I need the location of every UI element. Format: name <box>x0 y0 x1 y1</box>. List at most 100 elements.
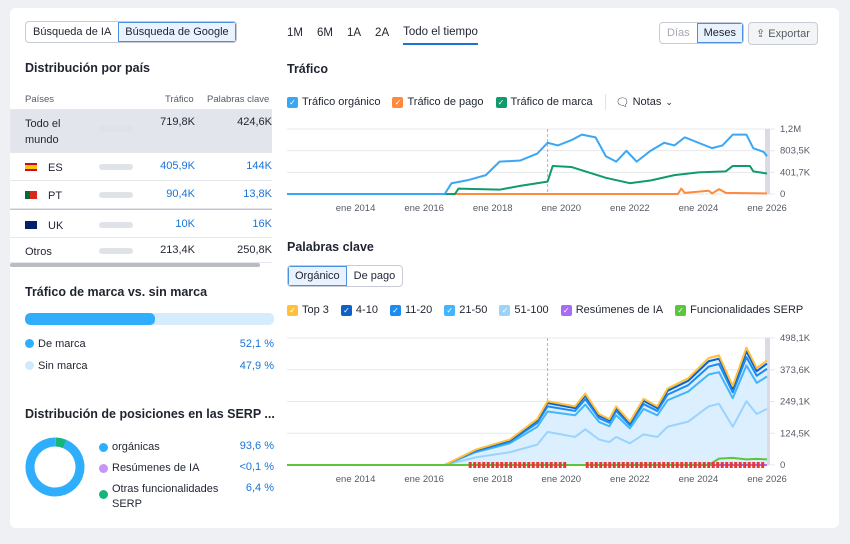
serp-feature-marker-icon[interactable] <box>756 462 760 468</box>
serp-feature-marker-icon[interactable] <box>621 462 625 468</box>
serp-feature-marker-icon[interactable] <box>594 462 598 468</box>
serp-feature-marker-icon[interactable] <box>639 462 643 468</box>
serp-value[interactable]: 6,4 % <box>245 482 274 494</box>
serp-feature-marker-icon[interactable] <box>675 462 679 468</box>
period-tab[interactable]: 2A <box>375 27 390 39</box>
legend-checkbox[interactable]: ✓ Tráfico de marca <box>495 96 593 108</box>
search-type-toggle[interactable]: Búsqueda de IA Búsqueda de Google <box>25 21 237 43</box>
serp-feature-marker-icon[interactable] <box>644 462 648 468</box>
serp-feature-marker-icon[interactable] <box>500 462 504 468</box>
serp-feature-marker-icon[interactable] <box>513 462 517 468</box>
serp-feature-marker-icon[interactable] <box>630 462 634 468</box>
serp-feature-marker-icon[interactable] <box>495 462 499 468</box>
serp-feature-marker-icon[interactable] <box>527 462 531 468</box>
serp-feature-marker-icon[interactable] <box>504 462 508 468</box>
serp-feature-marker-icon[interactable] <box>558 462 562 468</box>
serp-feature-marker-icon[interactable] <box>473 462 477 468</box>
serp-feature-marker-icon[interactable] <box>599 462 603 468</box>
serp-feature-marker-icon[interactable] <box>477 462 481 468</box>
legend-checkbox[interactable]: ✓ Top 3 <box>287 304 329 316</box>
serp-value[interactable]: 93,6 % <box>239 440 274 452</box>
serp-feature-marker-icon[interactable] <box>725 462 729 468</box>
serp-feature-marker-icon[interactable] <box>468 462 472 468</box>
serp-feature-marker-icon[interactable] <box>648 462 652 468</box>
country-keywords[interactable]: 144K <box>246 160 272 172</box>
export-button[interactable]: ⇪ Exportar <box>748 22 818 45</box>
serp-feature-marker-icon[interactable] <box>509 462 513 468</box>
serp-feature-marker-icon[interactable] <box>585 462 589 468</box>
serp-feature-marker-icon[interactable] <box>653 462 657 468</box>
serp-feature-marker-icon[interactable] <box>590 462 594 468</box>
legend-checkbox[interactable]: ✓ Resúmenes de IA <box>560 304 663 316</box>
serp-feature-marker-icon[interactable] <box>693 462 697 468</box>
period-tab[interactable]: 1A <box>346 27 362 39</box>
granularity-toggle[interactable]: Días Meses <box>659 22 745 44</box>
legend-checkbox[interactable]: ✓ Tráfico orgánico <box>287 96 380 108</box>
serp-feature-marker-icon[interactable] <box>662 462 666 468</box>
serp-feature-marker-icon[interactable] <box>671 462 675 468</box>
period-tab[interactable]: 1M <box>287 27 303 39</box>
serp-feature-marker-icon[interactable] <box>603 462 607 468</box>
serp-feature-marker-icon[interactable] <box>698 462 702 468</box>
months-button[interactable]: Meses <box>696 23 744 43</box>
serp-feature-marker-icon[interactable] <box>635 462 639 468</box>
notes-dropdown[interactable]: 🗨︎ Notas ⌄ <box>616 96 673 109</box>
serp-feature-marker-icon[interactable] <box>716 462 720 468</box>
range-handle[interactable] <box>765 338 770 465</box>
period-tab[interactable]: 6M <box>316 27 333 39</box>
serp-feature-marker-icon[interactable] <box>752 462 756 468</box>
serp-feature-marker-icon[interactable] <box>549 462 553 468</box>
country-traffic[interactable]: 405,9K <box>160 160 195 172</box>
serp-feature-marker-icon[interactable] <box>540 462 544 468</box>
serp-feature-marker-icon[interactable] <box>729 462 733 468</box>
legend-checkbox[interactable]: ✓ 21-50 <box>444 304 487 316</box>
serp-feature-marker-icon[interactable] <box>491 462 495 468</box>
serp-feature-marker-icon[interactable] <box>612 462 616 468</box>
serp-feature-marker-icon[interactable] <box>626 462 630 468</box>
serp-feature-marker-icon[interactable] <box>720 462 724 468</box>
keywords-type-toggle[interactable]: Orgánico De pago <box>287 265 404 287</box>
serp-feature-marker-icon[interactable] <box>522 462 526 468</box>
serp-feature-marker-icon[interactable] <box>738 462 742 468</box>
period-tab[interactable]: Todo el tiempo <box>403 26 478 45</box>
serp-feature-marker-icon[interactable] <box>536 462 540 468</box>
serp-feature-marker-icon[interactable] <box>761 462 765 468</box>
paid-tab[interactable]: De pago <box>353 270 396 282</box>
country-traffic[interactable]: 10K <box>175 217 195 230</box>
serp-feature-marker-icon[interactable] <box>689 462 693 468</box>
horizontal-scrollbar[interactable] <box>10 263 260 267</box>
serp-feature-marker-icon[interactable] <box>482 462 486 468</box>
range-handle[interactable] <box>765 129 770 194</box>
legend-checkbox[interactable]: ✓ 11-20 <box>389 304 432 316</box>
legend-checkbox[interactable]: ✓ Tráfico de pago <box>392 96 484 108</box>
serp-feature-marker-icon[interactable] <box>563 462 567 468</box>
country-traffic[interactable]: 90,4K <box>166 188 195 200</box>
serp-feature-marker-icon[interactable] <box>554 462 558 468</box>
serp-feature-marker-icon[interactable] <box>743 462 747 468</box>
legend-checkbox[interactable]: ✓ 4-10 <box>340 304 378 316</box>
serp-feature-marker-icon[interactable] <box>711 462 715 468</box>
country-keywords[interactable]: 13,8K <box>243 188 272 200</box>
country-row[interactable]: Otros 213,4K 250,8K <box>10 238 272 263</box>
serp-feature-marker-icon[interactable] <box>545 462 549 468</box>
serp-feature-marker-icon[interactable] <box>747 462 751 468</box>
country-row[interactable]: Todo el mundo 719,8K 424,6K <box>10 110 272 153</box>
country-keywords[interactable]: 16K <box>252 217 272 230</box>
google-search-tab[interactable]: Búsqueda de Google <box>118 22 236 42</box>
serp-feature-marker-icon[interactable] <box>518 462 522 468</box>
brand-value[interactable]: 52,1 % <box>239 338 274 350</box>
serp-feature-marker-icon[interactable] <box>666 462 670 468</box>
serp-feature-marker-icon[interactable] <box>734 462 738 468</box>
serp-feature-marker-icon[interactable] <box>531 462 535 468</box>
serp-feature-marker-icon[interactable] <box>680 462 684 468</box>
serp-feature-marker-icon[interactable] <box>608 462 612 468</box>
serp-feature-marker-icon[interactable] <box>684 462 688 468</box>
legend-checkbox[interactable]: ✓ 51-100 <box>499 304 549 316</box>
ai-search-tab[interactable]: Búsqueda de IA <box>33 26 112 38</box>
days-button[interactable]: Días <box>667 27 690 39</box>
serp-feature-marker-icon[interactable] <box>702 462 706 468</box>
organic-tab[interactable]: Orgánico <box>288 266 347 286</box>
brand-value[interactable]: 47,9 % <box>239 360 274 372</box>
serp-feature-marker-icon[interactable] <box>617 462 621 468</box>
legend-checkbox[interactable]: ✓ Funcionalidades SERP <box>675 304 803 316</box>
